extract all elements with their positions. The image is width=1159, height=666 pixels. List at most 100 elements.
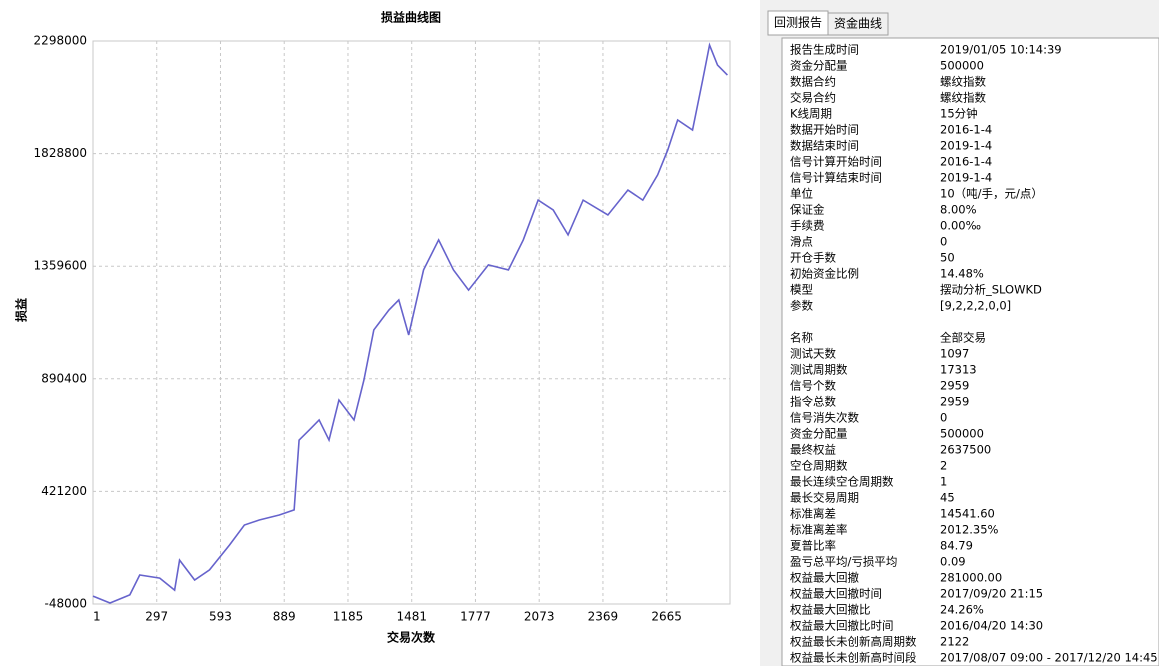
y-tick-label: 890400 <box>41 371 87 385</box>
report-key: 权益最长未创新高周期数 <box>790 635 917 649</box>
report-value: 14.48% <box>940 267 984 281</box>
y-tick-label: 2298000 <box>34 34 87 48</box>
report-value: 24.26% <box>940 603 984 617</box>
report-key: 权益最长未创新高时间段 <box>790 651 917 665</box>
report-key: 夏普比率 <box>790 539 836 553</box>
report-value: 50 <box>940 251 955 265</box>
report-key: 数据结束时间 <box>790 139 859 153</box>
report-key: 权益最大回撤时间 <box>790 587 882 601</box>
report-key: 权益最大回撤比 <box>790 603 871 617</box>
report-key: 权益最大回撤比时间 <box>790 619 894 633</box>
report-value: 摆动分析_SLOWKD <box>940 283 1042 297</box>
report-key: 最长交易周期 <box>790 491 859 505</box>
report-value: 0.00‰ <box>940 219 981 233</box>
report-value: 2019-1-4 <box>940 139 992 153</box>
chart-title: 损益曲线图 <box>381 10 441 25</box>
report-value: 2016-1-4 <box>940 123 992 137</box>
report-key: 手续费 <box>790 219 825 233</box>
report-key: 资金分配量 <box>790 59 848 73</box>
report-key: 模型 <box>790 283 813 297</box>
x-tick-label: 1777 <box>460 610 491 624</box>
report-value: 2019-1-4 <box>940 171 992 185</box>
equity-line <box>92 42 728 604</box>
x-tick-label: 1185 <box>333 610 364 624</box>
x-tick-label: 297 <box>145 610 168 624</box>
report-value: 2637500 <box>940 443 991 457</box>
x-tick-label: 889 <box>273 610 296 624</box>
report-value: [9,2,2,2,0,0] <box>940 299 1011 313</box>
report-key: 资金分配量 <box>790 427 848 441</box>
report-value: 0.09 <box>940 555 966 569</box>
report-key: 权益最大回撤 <box>790 571 859 585</box>
report-value: 15分钟 <box>940 107 978 121</box>
report-key: 空仓周期数 <box>790 459 848 473</box>
report-key: 盈亏总平均/亏损平均 <box>790 555 897 569</box>
report-key: 标准离差 <box>790 507 836 521</box>
report-value: 1097 <box>940 347 969 361</box>
report-value: 2016-1-4 <box>940 155 992 169</box>
report-value: 2122 <box>940 635 969 649</box>
report-value: 8.00% <box>940 203 977 217</box>
report-value: 2017/09/20 21:15 <box>940 587 1043 601</box>
tab-label[interactable]: 回测报告 <box>774 15 822 30</box>
x-tick-label: 1481 <box>396 610 427 624</box>
y-axis-label: 损益 <box>14 298 29 322</box>
report-value: 2016/04/20 14:30 <box>940 619 1043 633</box>
report-value: 0 <box>940 235 947 249</box>
report-value: 2019/01/05 10:14:39 <box>940 43 1062 57</box>
report-value: 螺纹指数 <box>940 75 986 89</box>
report-key: K线周期 <box>790 107 832 121</box>
report-value: 45 <box>940 491 955 505</box>
x-tick-label: 2665 <box>651 610 682 624</box>
report-key: 滑点 <box>790 235 813 249</box>
report-value: 2012.35% <box>940 523 999 537</box>
report-value: 14541.60 <box>940 507 995 521</box>
report-value: 全部交易 <box>940 331 986 345</box>
report-key: 交易合约 <box>790 91 836 105</box>
x-tick-label: 2073 <box>524 610 555 624</box>
report-key: 信号消失次数 <box>790 411 859 425</box>
report-value: 84.79 <box>940 539 973 553</box>
report-key: 参数 <box>790 299 813 313</box>
x-tick-label: 1 <box>93 610 101 624</box>
report-key: 信号计算开始时间 <box>790 155 882 169</box>
report-value: 2959 <box>940 395 969 409</box>
report-key: 最长连续空仓周期数 <box>790 475 894 489</box>
tab[interactable] <box>827 12 889 36</box>
report-value: 2 <box>940 459 947 473</box>
report-key: 测试天数 <box>790 347 836 361</box>
report-value: 500000 <box>940 59 984 73</box>
report-value: 2017/08/07 09:00 - 2017/12/20 14:45 <box>940 651 1158 665</box>
report-value: 17313 <box>940 363 977 377</box>
report-value: 500000 <box>940 427 984 441</box>
y-tick-label: -48000 <box>44 597 87 611</box>
report-value: 1 <box>940 475 947 489</box>
report-key: 测试周期数 <box>790 363 848 377</box>
report-key: 最终权益 <box>790 443 836 457</box>
report-key: 开仓手数 <box>790 251 836 265</box>
x-tick-label: 593 <box>209 610 232 624</box>
x-tick-label: 2369 <box>588 610 619 624</box>
y-tick-label: 1828800 <box>34 146 87 160</box>
report-key: 数据合约 <box>790 75 836 89</box>
report-key: 保证金 <box>790 203 825 217</box>
report-key: 名称 <box>790 331 813 345</box>
report-key: 信号个数 <box>790 379 836 393</box>
tab-label[interactable]: 资金曲线 <box>834 16 882 31</box>
report-box <box>781 37 1159 666</box>
y-tick-label: 421200 <box>41 484 87 498</box>
report-value: 2959 <box>940 379 969 393</box>
y-tick-label: 1359600 <box>34 259 87 273</box>
report-key: 报告生成时间 <box>790 43 859 57</box>
report-value: 281000.00 <box>940 571 1002 585</box>
report-key: 标准离差率 <box>790 523 848 537</box>
report-key: 信号计算结束时间 <box>790 171 882 185</box>
report-value: 10（吨/手，元/点） <box>940 187 1043 201</box>
report-key: 数据开始时间 <box>790 123 859 137</box>
report-value: 螺纹指数 <box>940 91 986 105</box>
report-key: 指令总数 <box>790 395 836 409</box>
report-key: 单位 <box>790 187 813 201</box>
x-axis-label: 交易次数 <box>387 630 436 645</box>
report-key: 初始资金比例 <box>790 267 859 281</box>
